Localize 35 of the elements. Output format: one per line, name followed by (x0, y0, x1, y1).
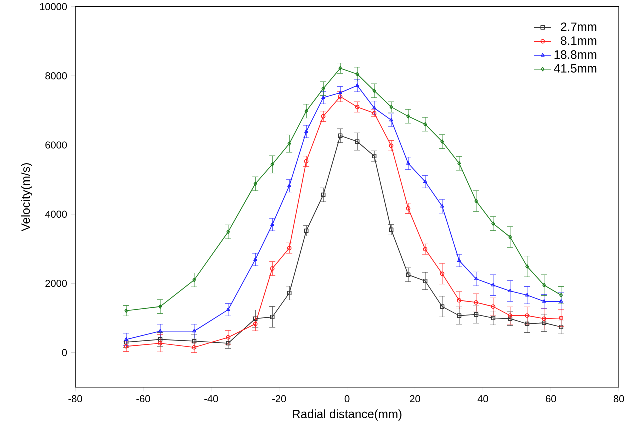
legend-label: 8.1mm (561, 36, 597, 46)
x-tick-label: 80 (614, 396, 624, 403)
point (406, 206, 411, 211)
point (423, 247, 428, 252)
legend-label: 41.5mm (554, 64, 597, 73)
legend-label: 2.7mm (561, 22, 597, 32)
point (192, 346, 197, 350)
point (287, 246, 292, 251)
point (390, 105, 394, 110)
point (389, 228, 394, 232)
point (389, 144, 394, 148)
y-tick-label: 10000 (40, 3, 68, 11)
x-tick-label: -60 (136, 396, 150, 403)
x-tick-label: 40 (478, 396, 488, 403)
point (226, 341, 231, 346)
x-tick-label: 0 (344, 396, 350, 403)
x-tick-label: -20 (272, 396, 286, 403)
y-axis-title: Velocity(m/s) (21, 164, 33, 232)
x-axis-title: Radial distance(mm) (293, 410, 402, 421)
point (338, 66, 342, 71)
legend-label: 18.8mm (554, 50, 597, 60)
x-tick-label: 60 (546, 396, 556, 403)
x-tick-label: -40 (204, 396, 218, 403)
point (304, 159, 309, 164)
y-tick-label: 2000 (46, 280, 68, 288)
point (321, 114, 326, 119)
x-tick-label: 20 (410, 396, 420, 403)
y-tick-label: 4000 (45, 211, 68, 218)
y-tick-label: 6000 (46, 142, 68, 149)
x-tick-label: -80 (68, 396, 82, 403)
point (372, 154, 377, 159)
y-tick-label: 8000 (46, 72, 68, 80)
y-tick-label: 0 (62, 349, 68, 356)
point (355, 105, 360, 110)
point (304, 228, 309, 234)
